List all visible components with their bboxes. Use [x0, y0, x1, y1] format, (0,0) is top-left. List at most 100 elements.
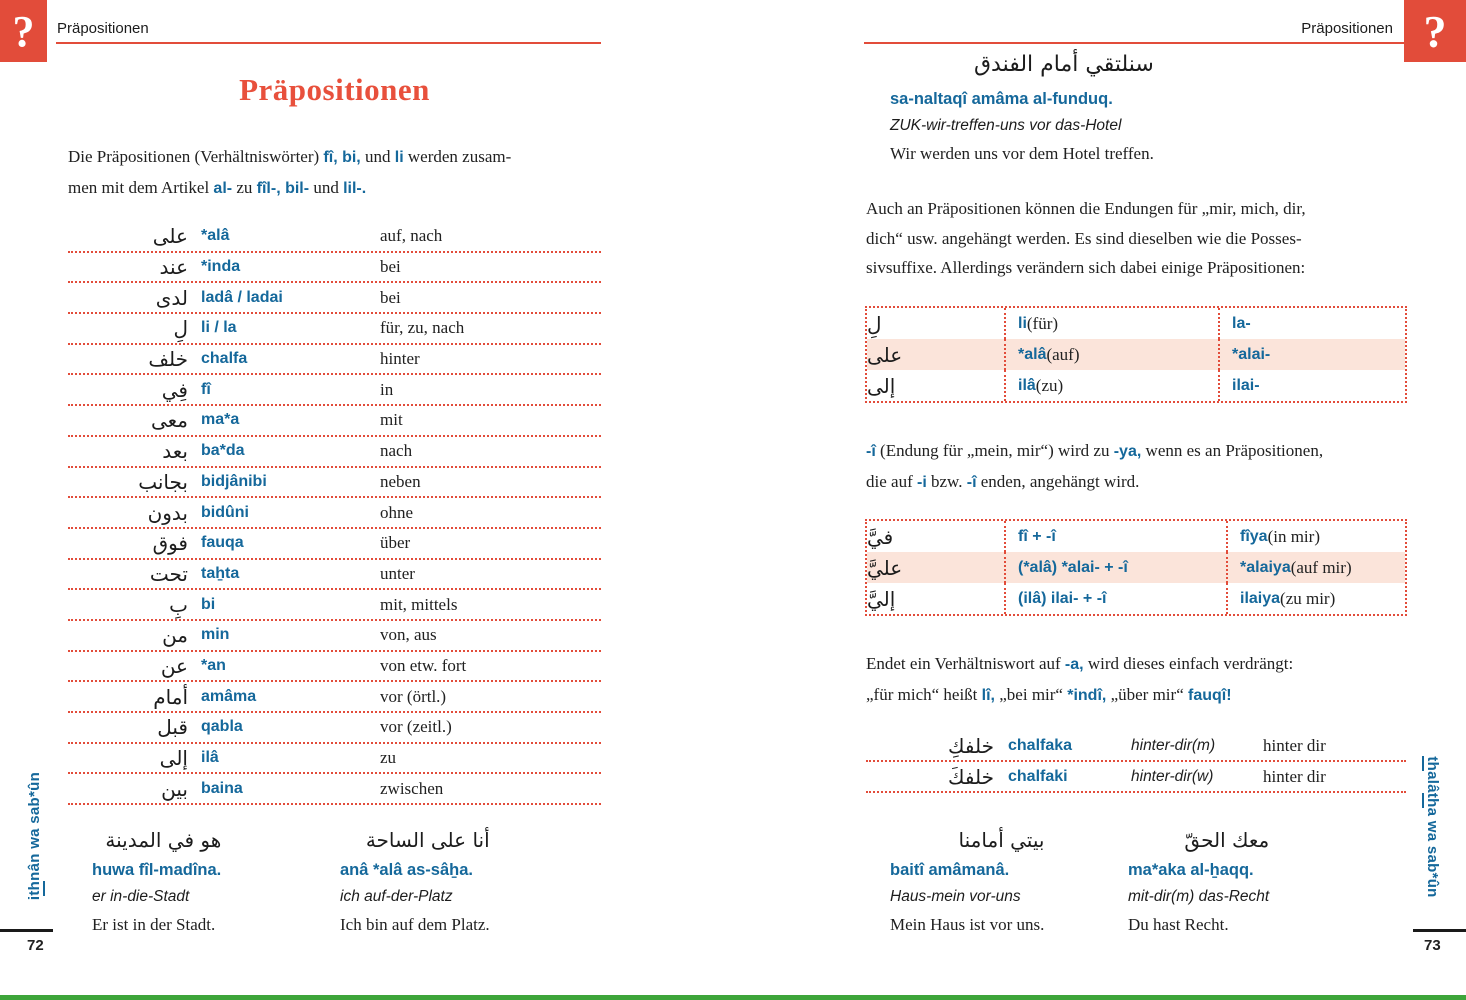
arabic-word: لِ — [867, 311, 882, 336]
arabic-word: بين — [161, 776, 188, 801]
paragraph-text: „über mir“ — [1106, 684, 1188, 704]
example-german: Wir werden uns vor dem Hotel treffen. — [890, 144, 1154, 163]
transliteration: bidjânibi — [201, 472, 267, 490]
intro-paragraph: Die Präpositionen (Verhältniswörter) fî,… — [68, 142, 601, 204]
german-meaning: von, aus — [380, 625, 437, 645]
question-mark-box-right: ? — [1404, 0, 1466, 62]
german-meaning: vor (örtl.) — [380, 686, 447, 706]
intro-term: fîl-, bil- — [256, 180, 310, 197]
german-meaning: mit, mittels — [380, 594, 458, 614]
preposition-change-table: لِ li (für) la- على *alâ (auf) *alai- إل… — [865, 306, 1407, 403]
vocabulary-table: على *alâ auf, nach عند *inda bei لدى ladâ / l… — [68, 222, 601, 806]
arabic-word: فيَّ — [867, 524, 894, 549]
arabic-word: على — [152, 224, 188, 249]
table-row: عليَّ (*alâ) *alai- + -î *alaiya (auf mi… — [867, 552, 1405, 583]
table-row: إليَّ (ilâ) ilai- + -î ilaiya (zu mir) — [867, 583, 1405, 614]
paragraph-text: enden, angehängt wird. — [976, 471, 1140, 491]
example-german: Du hast Recht. — [1128, 915, 1229, 934]
german-meaning: von etw. fort — [380, 655, 467, 675]
example-block: هو في المدينة huwa fîl-madîna. er in-die… — [92, 828, 221, 942]
bottom-green-bar — [0, 995, 1466, 1000]
result-form: ilaiya — [1240, 589, 1281, 607]
paragraph-term: -a, — [1064, 656, 1084, 673]
german-meaning: ohne — [380, 502, 414, 522]
german-meaning: hinter dir — [1263, 735, 1326, 755]
german-meaning: zwischen — [380, 778, 444, 798]
transliteration: fauqa — [201, 534, 244, 552]
transliteration: bi — [201, 595, 216, 613]
example-arabic: بيتي أمامنا — [958, 828, 1045, 852]
arabic-word: خلفكِ — [948, 733, 994, 758]
paragraph-term: lî, — [981, 686, 995, 704]
table-row: معى ma*a mit — [68, 406, 601, 437]
paragraph-a-ending: Endet ein Verhältniswort auf -a, wird di… — [866, 649, 1403, 710]
transliteration: ma*a — [201, 411, 240, 429]
paragraph-text: wenn es an Präpositionen, — [1141, 441, 1324, 460]
table-row: بِ bi mit, mittels — [68, 590, 601, 621]
header-rule-left — [56, 42, 601, 44]
page-header-left: Präpositionen — [57, 20, 149, 37]
paragraph-text: „bei mir“ — [995, 684, 1068, 704]
formula: (ilâ) ilai- + -î — [1004, 583, 1226, 614]
side-label-right: thalâtha wa sab*ûn — [1421, 737, 1441, 917]
example-transliteration: baitî amâmanâ. — [890, 861, 1010, 879]
arabic-word: فِي — [161, 377, 188, 402]
arabic-word: خلف — [148, 347, 188, 372]
chalfa-table: خلفكِ chalfaka hinter-dir(m) hinter dir … — [866, 731, 1406, 793]
result-cell: fîya (in mir) — [1226, 521, 1405, 552]
table-row: على *alâ auf, nach — [68, 222, 601, 253]
example-transliteration: ma*aka al-ẖaqq. — [1128, 861, 1254, 879]
question-mark-icon: ? — [12, 6, 35, 56]
arabic-word: عند — [159, 255, 188, 280]
table-row: عند *inda bei — [68, 253, 601, 284]
arabic-word: من — [162, 623, 188, 648]
arabic-word: بجانب — [138, 469, 188, 494]
transliteration: ilâ — [201, 749, 219, 767]
side-label-left: ithnân wa sab*ûn — [26, 746, 46, 926]
paragraph-text: bzw. — [926, 471, 967, 491]
side-label-text: alâ — [1424, 771, 1441, 793]
german-meaning: für, zu, nach — [380, 318, 465, 338]
arabic-word: على — [867, 342, 903, 367]
example-gloss: ZUK-wir-treffen-uns vor das-Hotel — [890, 117, 1122, 134]
paragraph-text: Endet ein Verhältniswort auf — [866, 654, 1065, 673]
german-meaning: in — [380, 379, 394, 399]
transliteration: *an — [201, 656, 226, 674]
gloss: hinter-dir(m) — [1131, 736, 1216, 754]
meaning-note: (in mir) — [1267, 526, 1320, 546]
result-form: *alai- — [1218, 339, 1405, 370]
page-number-left: 72 — [27, 937, 44, 954]
table-row: بدون bidûni ohne — [68, 498, 601, 529]
table-row: إلى ilâ (zu) ilai- — [867, 370, 1405, 401]
paragraph-text: die auf — [866, 471, 917, 491]
table-row: قبل qabla vor (zeitl.) — [68, 713, 601, 744]
side-label-text: th — [1422, 792, 1441, 808]
table-row: فِي fî in — [68, 375, 601, 407]
paragraph-term: -ya, — [1113, 443, 1142, 460]
paragraph-text: dich“ usw. angehängt werden. Es sind die… — [866, 228, 1302, 248]
table-row: عن *an von etw. fort — [68, 652, 601, 683]
arabic-word: بعد — [162, 439, 188, 464]
arabic-word: فوق — [152, 531, 188, 556]
intro-text: Die Präpositionen (Verhältniswörter) — [68, 147, 324, 166]
arabic-word: إليَّ — [867, 586, 896, 611]
transliteration: ilâ — [1018, 376, 1036, 394]
table-row: بين baina zwischen — [68, 774, 601, 806]
arabic-word: معى — [150, 408, 188, 433]
intro-term: lil-. — [343, 180, 367, 197]
result-form: *alaiya — [1240, 558, 1291, 576]
example-block: بيتي أمامنا baitî amâmanâ. Haus-mein vor… — [890, 828, 1044, 942]
arabic-word: قبل — [157, 715, 188, 740]
table-row: فيَّ fî + -î fîya (in mir) — [867, 521, 1405, 552]
table-row: لِ li / la für, zu, nach — [68, 314, 601, 345]
intro-text: und — [360, 147, 395, 166]
result-cell: ilaiya (zu mir) — [1226, 583, 1405, 614]
intro-text: und — [309, 178, 344, 197]
table-row: إلى ilâ zu — [68, 744, 601, 775]
example-german: Ich bin auf dem Platz. — [340, 915, 490, 934]
transliteration-cell: li (für) — [1004, 308, 1218, 339]
side-label-text: a wa sab*ûn — [1424, 807, 1441, 898]
paragraph-text: sivsuffixe. Allerdings verändern sich da… — [866, 258, 1306, 277]
german-meaning: mit — [380, 410, 403, 430]
table-row: بجانب bidjânibi neben — [68, 468, 601, 499]
